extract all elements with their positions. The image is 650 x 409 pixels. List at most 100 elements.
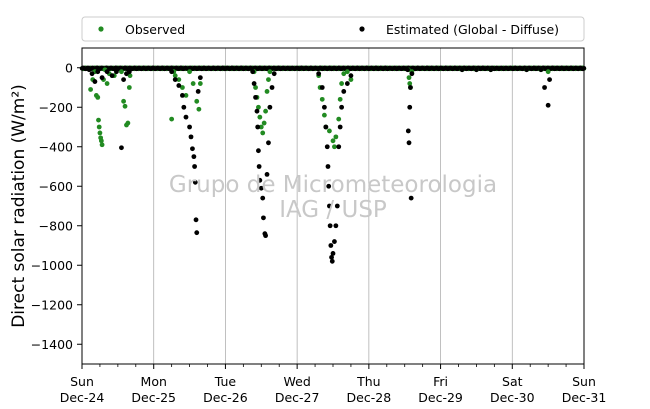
data-point [195,89,201,94]
data-point [344,69,350,75]
data-point [187,69,192,75]
data-point [257,114,263,120]
data-point [334,203,340,209]
data-point [197,75,203,81]
data-point [181,104,187,110]
data-point [193,217,199,223]
legend: Observed Estimated (Global - Diffuse) [81,16,585,42]
data-point [114,69,119,75]
data-point [194,98,200,104]
data-point [459,67,465,73]
plot-area: Grupo de Micrometeorologia IAG / USP 0 −2… [31,47,606,405]
data-point [258,124,264,130]
data-point [271,71,277,77]
data-point [547,77,552,82]
x-tick-label-day: Sun [70,374,94,389]
data-point [256,164,262,169]
data-point [344,81,350,86]
legend-marker-estimated [359,26,365,32]
data-point [339,81,345,86]
data-point [188,134,194,140]
data-point [332,239,337,244]
data-point [267,69,273,75]
data-point [253,94,258,100]
data-point [169,69,175,75]
data-point [330,251,336,256]
data-point [327,203,332,209]
data-point [176,83,182,88]
data-point [409,71,415,77]
data-point [332,144,337,150]
x-tick-label-date: Dec-26 [203,390,248,405]
data-point [337,124,343,130]
y-tick-label: −1400 [31,337,73,352]
data-point [96,124,102,130]
data-point [336,116,342,122]
x-tick-label-date: Dec-25 [131,390,176,405]
x-tick-label-date: Dec-30 [490,390,535,405]
x-tick-label-date: Dec-29 [418,390,463,405]
data-point [180,85,185,90]
data-point [319,85,325,90]
data-point [255,124,261,130]
data-point [122,103,128,109]
data-point [176,77,182,82]
data-point [329,258,335,264]
data-point [89,71,95,77]
data-point [197,81,203,86]
data-point [180,93,185,98]
x-axis: SunDec-24MonDec-25TueDec-26WedDec-27ThuD… [60,364,606,405]
data-point [408,85,413,90]
data-point [324,144,330,150]
data-point [336,144,342,150]
legend-label-observed: Observed [125,22,185,37]
data-point [126,69,132,75]
data-point [88,87,94,92]
data-points [79,65,587,264]
data-point [408,195,414,201]
data-point [263,108,268,114]
y-tick-label: −400 [39,139,73,154]
data-point [109,73,115,79]
data-point [330,138,336,144]
x-tick-label-day: Sat [502,374,523,389]
y-tick-label: −1200 [31,297,73,312]
data-point [183,114,189,120]
data-point [341,89,347,94]
data-point [406,140,412,146]
legend-frame [81,16,585,42]
data-point [316,71,322,77]
data-point [187,124,192,130]
data-point [319,96,325,102]
legend-label-estimated: Estimated (Global - Diffuse) [386,22,559,37]
data-point [183,93,189,98]
data-point [127,73,133,79]
data-point [337,96,343,102]
data-point [545,102,551,108]
data-point [194,230,200,236]
grid-lines [153,48,513,364]
data-point [326,183,332,189]
data-point [267,104,273,110]
data-point [256,148,261,154]
watermark-line-1: Grupo de Micrometeorologia [169,172,497,198]
data-point [99,142,105,148]
data-point [264,172,270,177]
data-point [261,215,266,221]
data-point [328,243,334,248]
data-point [104,69,110,75]
data-point [192,164,197,169]
data-point [325,164,331,169]
x-tick-label-day: Tue [214,374,237,389]
y-tick-label: −1000 [31,258,73,273]
data-point [261,120,267,126]
data-point [192,179,198,185]
data-point [172,73,178,79]
x-tick-label-date: Dec-28 [347,390,392,405]
data-point [264,89,270,94]
data-point [169,116,175,122]
data-point [329,254,334,260]
x-tick-label-day: Sun [572,374,596,389]
data-point [119,69,124,75]
